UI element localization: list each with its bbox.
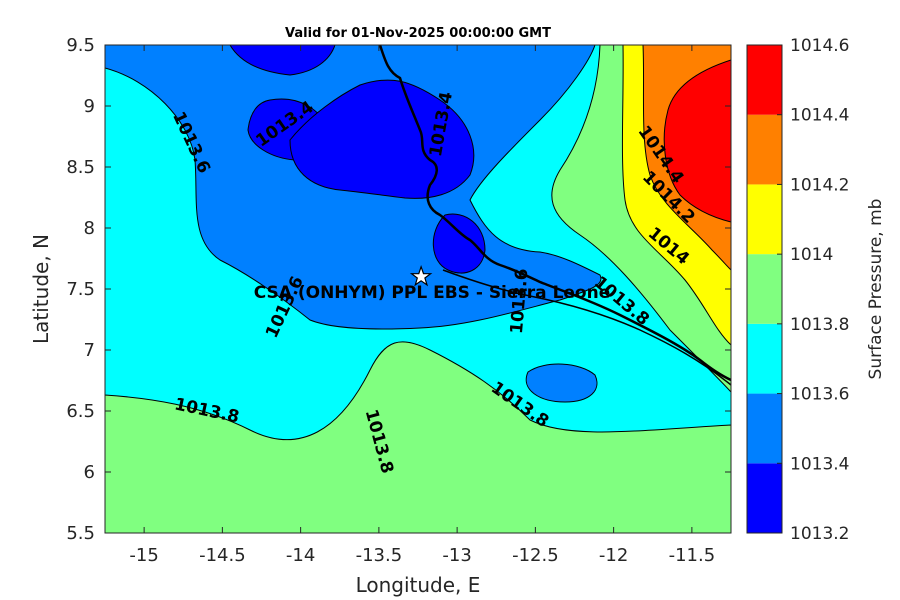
colorbar: 1013.2 1013.4 1013.6 1013.8 1014 1014.2 1014.4… xyxy=(746,36,849,544)
coastline xyxy=(378,45,731,382)
y-tick-label: 8 xyxy=(84,218,95,239)
x-tick-label: -14 xyxy=(286,545,315,566)
x-tick-label: -11.5 xyxy=(669,545,716,566)
colorbar-tick-label: 1014.6 xyxy=(790,36,849,56)
band-1013-8-southwest xyxy=(105,341,731,533)
contour-fill-layer xyxy=(105,45,731,533)
colorbar-tick-label: 1013.4 xyxy=(790,454,849,474)
station-label: CSA (ONHYM) PPL EBS - Sierra Leone xyxy=(254,283,611,303)
band-1013-2-center xyxy=(289,79,475,199)
colorbar-band xyxy=(747,323,782,394)
coastline-inner xyxy=(442,269,731,386)
colorbar-band xyxy=(747,254,782,324)
map-title: Valid for 01-Nov-2025 00:00:00 GMT xyxy=(285,26,551,41)
y-axis-ticks: 5.5 6 6.5 7 7.5 8 8.5 9 9.5 xyxy=(66,35,731,544)
colorbar-tick-label: 1014.4 xyxy=(790,106,849,126)
y-tick-label: 8.5 xyxy=(66,157,95,178)
band-1013-4-oval xyxy=(525,363,598,403)
y-tick-label: 5.5 xyxy=(66,523,95,544)
y-tick-label: 6 xyxy=(84,462,95,483)
y-tick-label: 7 xyxy=(84,340,95,361)
band-1013-2-north xyxy=(229,45,336,76)
colorbar-label: Surface Pressure, mb xyxy=(866,199,886,380)
x-axis-ticks: -15 -14.5 -14 -13.5 -13 -12.5 -12 -11.5 xyxy=(129,45,715,566)
x-tick-label: -13 xyxy=(442,545,471,566)
y-tick-label: 9.5 xyxy=(66,35,95,56)
colorbar-tick-label: 1013.8 xyxy=(790,315,849,335)
band-1014-4 xyxy=(663,59,731,223)
colorbar-tick-label: 1013.6 xyxy=(790,385,849,405)
x-tick-label: -14.5 xyxy=(199,545,246,566)
band-1013-2-south xyxy=(432,213,486,274)
colorbar-tick-label: 1013.2 xyxy=(790,524,849,544)
colorbar-band xyxy=(747,45,782,115)
colorbar-band xyxy=(747,463,782,533)
star-icon xyxy=(409,264,433,287)
x-tick-label: -12 xyxy=(599,545,628,566)
station-marker xyxy=(409,264,433,287)
y-tick-label: 6.5 xyxy=(66,401,95,422)
colorbar-frame xyxy=(746,44,783,534)
x-axis-label: Longitude, E xyxy=(356,573,481,597)
y-tick-label: 7.5 xyxy=(66,279,95,300)
y-axis-label: Latitude, N xyxy=(29,234,53,344)
colorbar-tick-label: 1014 xyxy=(790,245,833,265)
colorbar-tick-label: 1014.2 xyxy=(790,175,849,195)
colorbar-band xyxy=(747,114,782,185)
x-tick-label: -13.5 xyxy=(356,545,403,566)
y-tick-label: 9 xyxy=(84,96,95,117)
colorbar-band xyxy=(747,184,782,255)
colorbar-band xyxy=(747,393,782,464)
x-tick-label: -15 xyxy=(129,545,158,566)
x-tick-label: -12.5 xyxy=(512,545,559,566)
